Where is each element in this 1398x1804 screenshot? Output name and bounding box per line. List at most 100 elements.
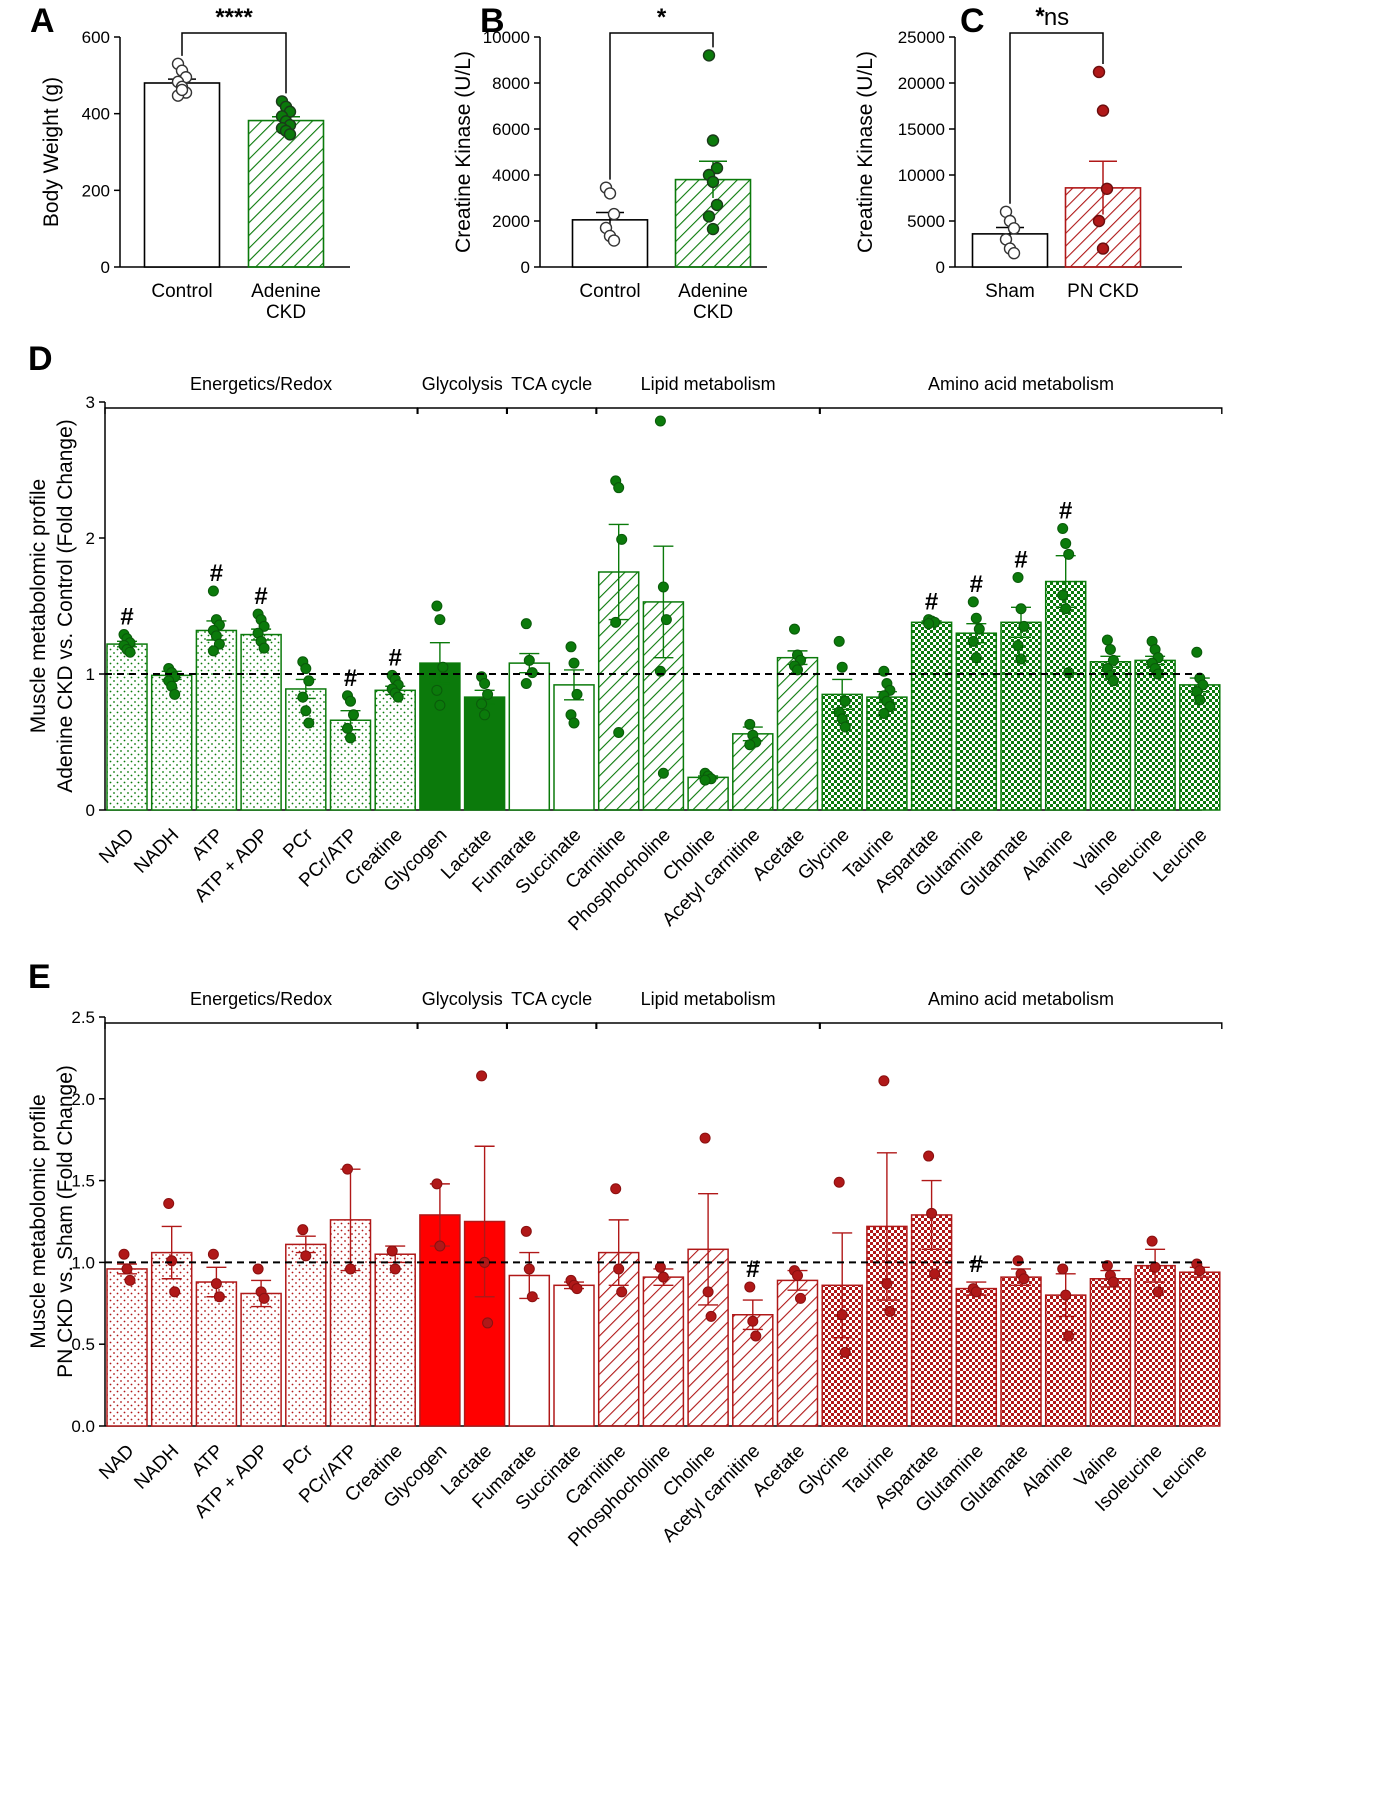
data-point-e [929, 1268, 941, 1280]
data-point-e [833, 1176, 845, 1188]
y-axis-title-b: Creatine Kinase (U/L) [452, 51, 475, 253]
group-label-e: Energetics/Redox [190, 989, 332, 1009]
group-bracket-e [596, 1022, 821, 1029]
data-point-d [1015, 603, 1027, 615]
bar-e [240, 1292, 282, 1427]
data-point-d [526, 667, 538, 679]
data-point-e [884, 1305, 896, 1317]
data-point-d [613, 482, 625, 494]
group-bracket-d [104, 407, 418, 414]
x-tick-label-b: CKD [693, 302, 733, 323]
bar-d [240, 633, 282, 811]
data-point-d [973, 623, 985, 635]
data-point-d [923, 618, 935, 630]
bar-e [285, 1243, 327, 1427]
y-axis-title-line2-e: PN CKD vs. Sham (Fold Change) [54, 1065, 77, 1378]
x-tick-label-d: ATP [188, 825, 228, 865]
data-point-e [610, 1183, 622, 1195]
data-point-d [124, 646, 136, 658]
bar-d [1089, 661, 1132, 811]
bar-e [195, 1281, 238, 1427]
x-tick-label-b: Adenine [678, 281, 748, 302]
bar-d [910, 621, 953, 811]
data-point-d [970, 652, 982, 664]
data-point-d [878, 707, 890, 719]
data-point-d [523, 654, 535, 666]
data-point-d [431, 600, 443, 612]
bar-e [955, 1287, 998, 1427]
group-bracket-e [104, 1022, 418, 1029]
corner-mark-c: * [1035, 3, 1045, 30]
data-point-a [283, 128, 297, 141]
x-tick-label-d: NADH [130, 825, 183, 878]
data-point-c [1092, 214, 1106, 228]
data-point-e [124, 1274, 136, 1286]
data-point-d [1194, 694, 1206, 706]
data-point-e [1060, 1289, 1072, 1301]
data-point-d [1104, 644, 1116, 656]
x-tick-label-a: Control [151, 281, 212, 302]
data-point-e [476, 1070, 488, 1082]
data-point-e [792, 1269, 803, 1281]
bar-d [374, 689, 416, 811]
data-point-e [1057, 1263, 1069, 1275]
bar-e [553, 1284, 595, 1427]
data-point-d [1063, 548, 1075, 560]
data-point-d [836, 661, 848, 673]
data-point-d [342, 722, 353, 734]
data-point-b [702, 49, 716, 62]
data-point-e [657, 1271, 669, 1283]
data-point-d [1191, 646, 1203, 658]
data-point-d [300, 705, 312, 717]
data-point-d [839, 721, 851, 733]
data-point-d [1018, 620, 1030, 632]
data-point-d [392, 691, 404, 703]
y-tick-label-b: 4000 [492, 166, 530, 185]
bar-e [106, 1268, 148, 1427]
bar-d [776, 656, 819, 811]
group-label-d: Amino acid metabolism [928, 374, 1114, 394]
data-point-e [1018, 1273, 1030, 1285]
y-tick-label-c: 15000 [898, 120, 945, 139]
data-point-e [699, 1132, 711, 1144]
data-point-c [1100, 182, 1114, 196]
data-point-e [1152, 1286, 1164, 1298]
data-point-b [702, 210, 716, 223]
y-axis-title-line1-d: Muscle metabolomic profile [27, 479, 50, 733]
x-tick-label-d: PCr [279, 824, 317, 862]
panel-label-c: C [960, 2, 985, 40]
y-tick-label-d: 0 [86, 801, 95, 820]
bar-a [247, 119, 325, 268]
data-point-d [792, 664, 803, 676]
data-point-e [434, 1240, 446, 1252]
data-point-d [1057, 589, 1069, 601]
y-tick-label-c: 0 [936, 258, 945, 277]
data-point-d [1060, 603, 1072, 615]
data-point-d [434, 614, 446, 626]
data-point-e [970, 1286, 982, 1298]
y-tick-label-e: 2.0 [71, 1090, 95, 1109]
data-point-d [967, 596, 979, 608]
data-point-d [1063, 667, 1075, 679]
panel-a: A 0 200 400 600 Body Weight (g) Control Adenine… [30, 2, 350, 323]
data-point-d [476, 698, 488, 710]
data-point-d [482, 688, 494, 700]
data-point-d [303, 717, 315, 729]
x-tick-label-e: PCr [279, 1440, 317, 1478]
group-bracket-d [819, 407, 1223, 414]
data-point-d [258, 620, 270, 632]
y-tick-label-b: 6000 [492, 120, 530, 139]
bar-d [419, 662, 461, 811]
data-point-b [706, 222, 720, 236]
data-point-e [252, 1263, 264, 1275]
data-point-e [1012, 1255, 1024, 1267]
data-point-e [881, 1278, 893, 1290]
data-point-e [747, 1315, 759, 1327]
data-point-d [1015, 653, 1027, 665]
data-point-c [1092, 65, 1106, 79]
x-tick-label-b: Control [579, 281, 640, 302]
significance-mark-d: # [120, 604, 133, 631]
bar-d [553, 684, 595, 811]
bar-d [1134, 659, 1176, 811]
x-tick-label-a: CKD [266, 302, 306, 323]
